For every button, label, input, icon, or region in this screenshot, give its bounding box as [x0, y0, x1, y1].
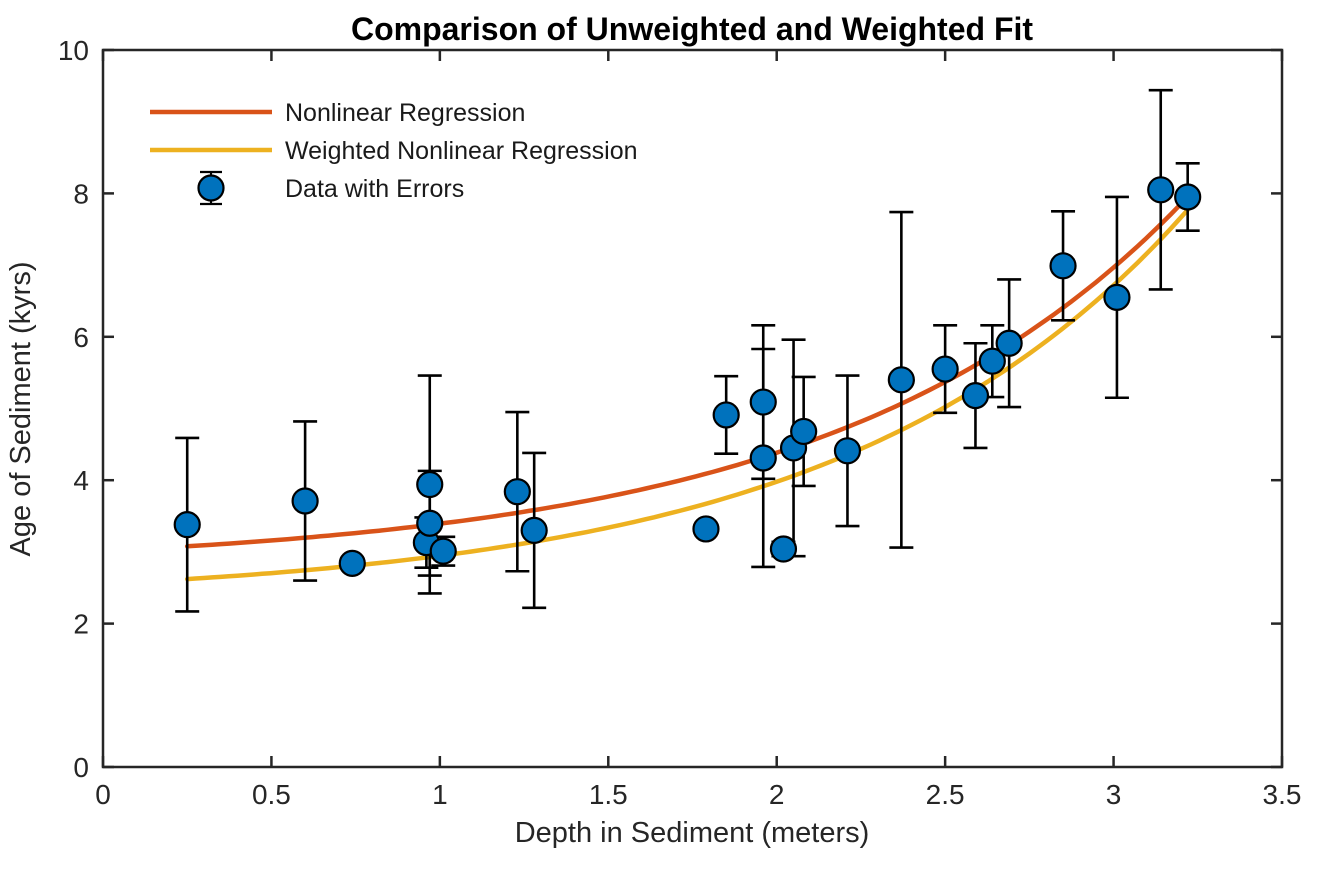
data-point-marker	[749, 444, 777, 472]
x-tick-label: 2.5	[926, 779, 965, 810]
data-point-marker	[961, 381, 990, 410]
x-tick-label: 0.5	[252, 779, 291, 810]
x-tick-label: 3.5	[1263, 779, 1302, 810]
y-tick-label: 8	[73, 178, 89, 209]
y-tick-label: 2	[73, 609, 89, 640]
data-point-marker	[1147, 176, 1175, 204]
data-point-marker	[1174, 183, 1202, 211]
tick-labels: 0 0.5 1 1.5 2 2.5 3 3.5 0 2 4 6 8 10	[58, 35, 1302, 810]
legend: Nonlinear Regression Weighted Nonlinear R…	[150, 99, 638, 206]
data-point-marker	[692, 515, 720, 543]
legend-label: Weighted Nonlinear Regression	[285, 137, 638, 165]
y-tick-label: 4	[73, 465, 89, 496]
y-tick-label: 10	[58, 35, 89, 66]
data-point-marker	[712, 401, 740, 429]
data-point-marker	[416, 509, 444, 537]
chart-title: Comparison of Unweighted and Weighted Fi…	[351, 11, 1033, 47]
axes	[101, 48, 1284, 769]
data-point-marker	[749, 388, 777, 416]
data-point-marker	[769, 535, 798, 563]
fit-curves	[184, 194, 1190, 582]
data-point-marker	[291, 487, 319, 515]
data-point-marker	[429, 537, 457, 565]
x-axis-label: Depth in Sediment (meters)	[515, 817, 870, 849]
data-point-marker	[173, 511, 201, 539]
y-axis-label: Age of Sediment (kyrs)	[5, 262, 37, 557]
data-point-marker	[931, 355, 959, 383]
data-point-marker	[503, 478, 531, 506]
data-point-marker	[833, 437, 862, 465]
data-points	[173, 176, 1202, 577]
y-tick-label: 6	[73, 322, 89, 353]
error-bars	[175, 88, 1200, 613]
data-point-marker	[338, 549, 366, 577]
x-tick-label: 3	[1106, 779, 1122, 810]
data-point-marker	[790, 417, 818, 446]
x-tick-label: 1.5	[589, 779, 628, 810]
data-point-marker	[978, 347, 1006, 375]
data-point-marker	[416, 470, 444, 499]
legend-label: Data with Errors	[285, 175, 464, 203]
x-tick-label: 0	[95, 779, 111, 810]
data-point-marker	[887, 366, 915, 394]
axes-box	[101, 48, 1284, 769]
y-tick-label: 0	[73, 752, 89, 783]
legend-marker-sample	[197, 174, 225, 202]
fit-curve	[184, 194, 1190, 549]
data-point-marker	[1103, 283, 1131, 311]
x-tick-label: 2	[769, 779, 785, 810]
x-tick-label: 1	[432, 779, 448, 810]
data-point-marker	[995, 329, 1023, 357]
data-point-marker	[520, 516, 548, 544]
fit-curve	[184, 207, 1190, 582]
legend-label: Nonlinear Regression	[285, 99, 525, 127]
data-point-marker	[1049, 252, 1077, 280]
